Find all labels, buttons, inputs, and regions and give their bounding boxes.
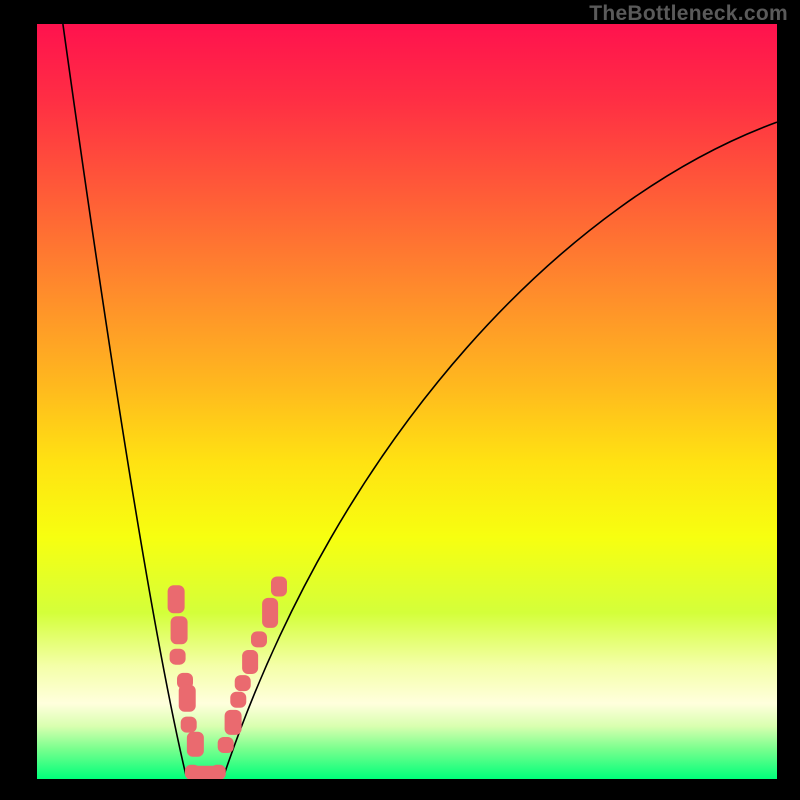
watermark-text: TheBottleneck.com xyxy=(589,2,788,26)
plot-svg xyxy=(37,24,777,779)
gradient-background xyxy=(37,24,777,779)
left-branch-marker xyxy=(171,616,188,644)
left-branch-marker xyxy=(181,717,197,733)
chart-root: TheBottleneck.com xyxy=(0,0,800,800)
right-branch-marker xyxy=(230,692,246,708)
left-branch-marker xyxy=(187,732,204,757)
right-branch-marker xyxy=(218,737,234,753)
right-branch-marker xyxy=(271,576,287,596)
left-branch-marker xyxy=(179,685,196,712)
right-branch-marker xyxy=(225,710,242,735)
left-branch-marker xyxy=(170,649,186,665)
vertex-marker xyxy=(211,765,226,779)
plot-area xyxy=(37,24,777,779)
right-branch-marker xyxy=(262,598,278,628)
right-branch-marker xyxy=(242,650,258,674)
left-branch-marker xyxy=(168,585,185,613)
right-branch-marker xyxy=(251,631,267,647)
right-branch-marker xyxy=(235,675,251,691)
